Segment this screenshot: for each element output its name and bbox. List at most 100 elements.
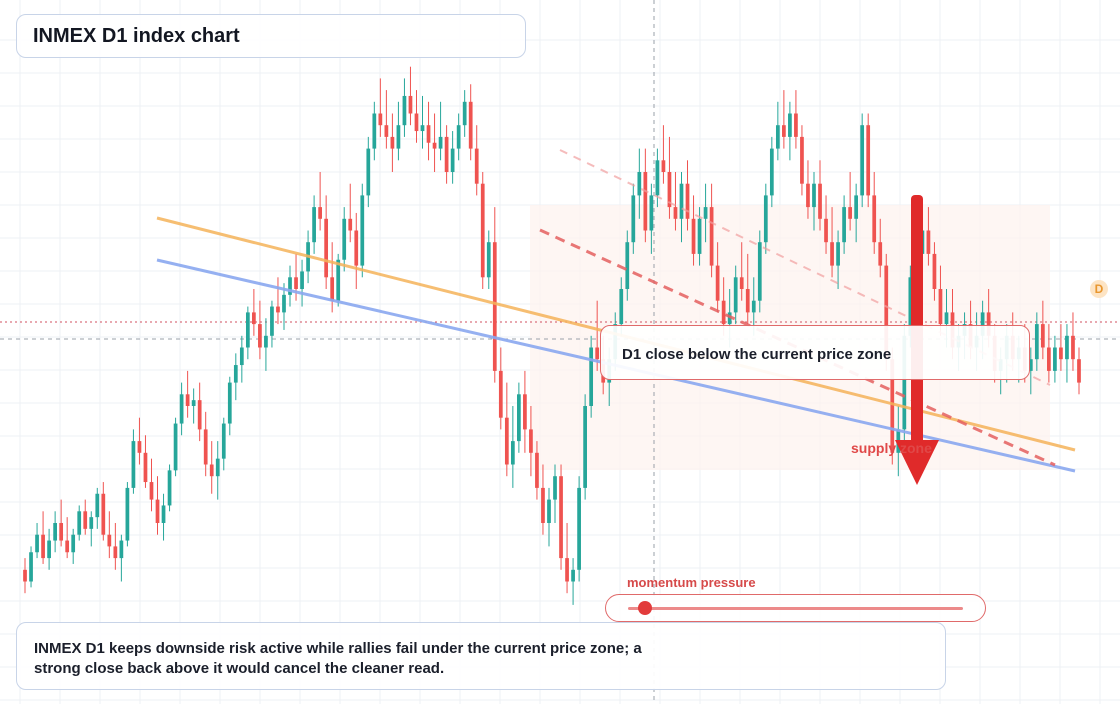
candle-up: [733, 277, 738, 313]
candle-up: [282, 294, 286, 313]
candle-up: [625, 242, 630, 289]
candle-up: [944, 312, 949, 325]
down-arrow-shaft: [911, 195, 923, 445]
candle-up: [517, 394, 521, 442]
candle-up: [812, 183, 816, 208]
candle-up: [1028, 359, 1033, 371]
summary-panel: INMEX D1 keeps downside risk active whil…: [16, 622, 946, 690]
candle-up: [288, 277, 292, 295]
callout-box: D1 close below the current price zone: [600, 325, 1030, 380]
candle-up: [854, 195, 859, 219]
candle-up: [547, 499, 551, 523]
title-panel: INMEX D1 index chart: [16, 14, 526, 58]
candle-up: [95, 493, 100, 518]
candle-down: [800, 136, 804, 184]
candle-up: [215, 458, 220, 477]
candle-up: [270, 306, 274, 336]
candle-up: [239, 347, 244, 366]
candle-up: [173, 423, 178, 471]
candle-up: [264, 335, 268, 348]
page-title: INMEX D1 index chart: [33, 25, 240, 47]
candle-down: [878, 242, 883, 266]
candle-up: [751, 300, 756, 313]
candle-up: [510, 441, 515, 465]
candle-up: [131, 441, 136, 488]
candle-up: [637, 172, 642, 196]
candle-up: [179, 394, 184, 424]
candle-up: [312, 207, 316, 243]
candle-up: [486, 242, 491, 278]
candle-up: [553, 476, 557, 500]
candle-down: [541, 487, 545, 523]
candle-down: [444, 136, 449, 172]
candle-up: [71, 534, 76, 553]
candle-up: [119, 540, 124, 559]
candle-down: [782, 125, 786, 137]
candle-down: [529, 429, 533, 453]
candle-down: [595, 347, 600, 360]
candle-down: [806, 183, 810, 208]
candle-up: [372, 113, 377, 149]
supply-zone-label: supply zone: [851, 440, 932, 456]
candle-up: [360, 195, 365, 266]
candle-down: [113, 546, 118, 559]
candle-down: [1040, 324, 1045, 348]
candle-down: [408, 95, 413, 114]
candle-down: [432, 142, 437, 149]
candle-up: [619, 289, 624, 325]
candle-down: [667, 172, 672, 208]
candle-up: [402, 95, 407, 126]
candle-down: [185, 394, 190, 406]
candle-up: [245, 312, 250, 348]
candle-down: [384, 125, 389, 137]
candle-down: [258, 324, 262, 348]
candle-up: [980, 312, 985, 336]
candle-down: [721, 300, 726, 325]
candle-up: [571, 569, 575, 582]
candle-down: [65, 540, 70, 553]
momentum-slider[interactable]: [605, 594, 986, 622]
candle-down: [824, 218, 828, 243]
candle-down: [149, 482, 154, 500]
candle-down: [1071, 335, 1075, 360]
candle-down: [872, 195, 877, 243]
candle-down: [926, 230, 931, 254]
candle-up: [77, 511, 82, 535]
candle-down: [661, 160, 666, 172]
candle-up: [438, 136, 443, 149]
candle-up: [842, 207, 846, 243]
candle-down: [492, 242, 497, 371]
candle-up: [125, 487, 130, 541]
candle-up: [233, 365, 238, 383]
candle-down: [830, 242, 834, 266]
candle-down: [884, 265, 889, 360]
candle-down: [318, 207, 322, 219]
candle-up: [1065, 335, 1069, 360]
candle-up: [697, 218, 702, 254]
timeframe-badge[interactable]: D: [1090, 280, 1108, 298]
candle-down: [155, 499, 160, 523]
callout-text: D1 close below the current price zone: [622, 346, 892, 363]
candle-down: [559, 476, 563, 559]
candle-up: [836, 242, 840, 266]
candle-up: [396, 125, 401, 149]
candle-down: [324, 218, 329, 278]
down-arrow-head: [895, 440, 939, 485]
candle-down: [1059, 347, 1063, 360]
momentum-knob[interactable]: [637, 601, 652, 615]
candle-down: [480, 183, 485, 278]
candle-up: [775, 125, 780, 149]
candle-down: [59, 523, 64, 541]
candle-up: [336, 259, 341, 301]
candle-down: [932, 253, 937, 289]
candle-down: [426, 125, 431, 143]
candle-up: [631, 195, 636, 243]
candle-down: [348, 218, 353, 231]
candle-up: [221, 423, 226, 459]
candle-up: [1034, 324, 1039, 360]
candle-down: [565, 558, 569, 582]
candle-down: [1047, 347, 1051, 371]
candle-up: [29, 552, 33, 582]
candle-down: [468, 101, 473, 149]
candle-down: [197, 400, 202, 430]
